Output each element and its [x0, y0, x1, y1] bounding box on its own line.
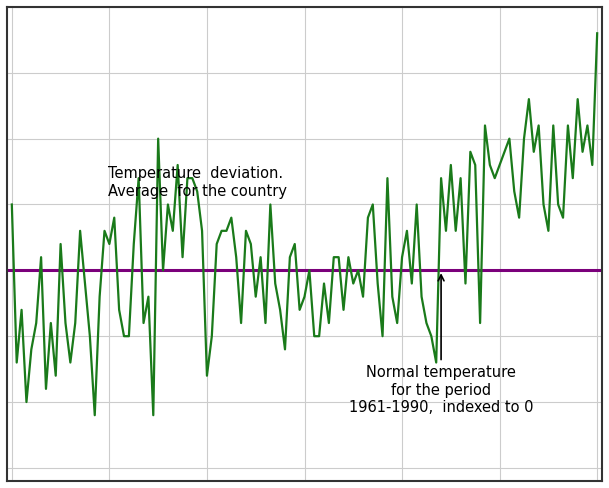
- Text: Normal temperature
for the period
1961-1990,  indexed to 0: Normal temperature for the period 1961-1…: [349, 275, 533, 415]
- Text: Temperature  deviation.
Average  for the country: Temperature deviation. Average for the c…: [108, 166, 287, 199]
